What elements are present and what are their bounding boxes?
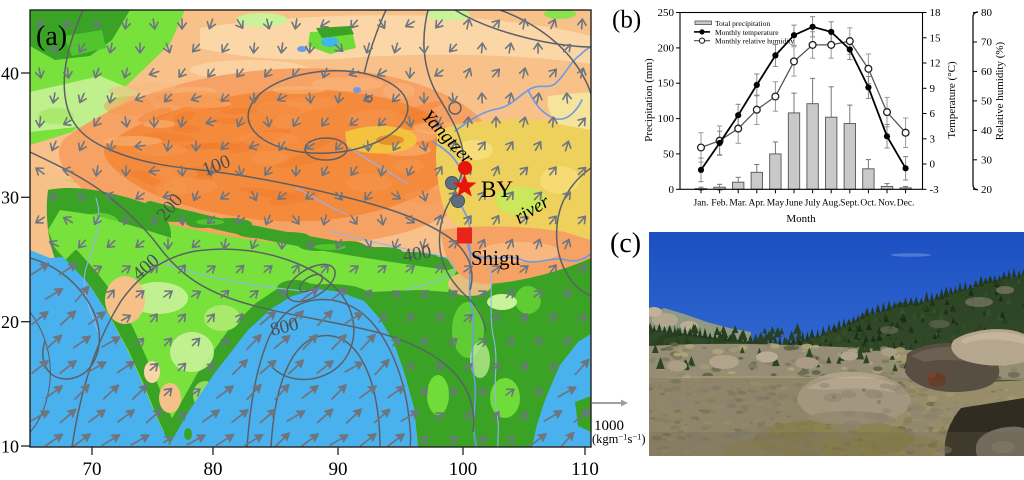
svg-text:110: 110 [571, 459, 599, 480]
svg-text:Precipitation (mm): Precipitation (mm) [643, 58, 655, 142]
svg-text:Aug.: Aug. [822, 198, 841, 208]
svg-text:100: 100 [658, 113, 675, 125]
svg-text:(a): (a) [36, 21, 67, 52]
svg-text:May: May [767, 198, 785, 208]
svg-text:20: 20 [981, 184, 993, 196]
svg-text:Nov.: Nov. [878, 198, 896, 208]
svg-text:50: 50 [663, 148, 675, 160]
svg-text:30: 30 [1, 188, 19, 208]
svg-text:Temperature (°C): Temperature (°C) [946, 61, 958, 139]
svg-text:150: 150 [658, 78, 675, 90]
svg-text:80: 80 [981, 7, 993, 19]
svg-text:200: 200 [658, 42, 675, 54]
svg-text:15: 15 [930, 32, 942, 44]
svg-text:70: 70 [83, 459, 102, 480]
svg-text:Monthly temperature: Monthly temperature [715, 28, 779, 37]
svg-text:Mar.: Mar. [729, 198, 747, 208]
svg-text:0: 0 [669, 184, 675, 196]
svg-text:12: 12 [930, 58, 941, 70]
svg-text:(kgm−1s−1): (kgm−1s−1) [592, 432, 646, 447]
svg-text:-3: -3 [930, 184, 940, 196]
svg-text:3: 3 [930, 133, 936, 145]
svg-text:70: 70 [981, 37, 993, 49]
svg-text:9: 9 [930, 83, 936, 95]
svg-text:BY: BY [481, 177, 513, 202]
svg-text:60: 60 [981, 66, 993, 78]
svg-text:18: 18 [930, 7, 942, 19]
svg-text:Apr.: Apr. [748, 198, 765, 208]
svg-text:Shigu: Shigu [471, 246, 521, 270]
svg-text:Relative humidity (%): Relative humidity (%) [994, 41, 1006, 140]
svg-text:July: July [805, 198, 821, 208]
svg-text:90: 90 [329, 459, 348, 480]
svg-text:Feb.: Feb. [711, 198, 728, 208]
svg-text:June: June [785, 198, 802, 208]
svg-text:50: 50 [981, 95, 993, 107]
svg-text:400: 400 [401, 241, 433, 267]
svg-text:Month: Month [786, 213, 816, 225]
svg-text:40: 40 [1, 63, 19, 83]
svg-text:1000: 1000 [594, 418, 624, 434]
svg-text:Jan.: Jan. [693, 198, 708, 208]
svg-text:80: 80 [204, 459, 223, 480]
svg-text:20: 20 [1, 312, 19, 332]
svg-text:30: 30 [981, 154, 993, 166]
svg-text:250: 250 [658, 7, 675, 19]
svg-text:Sept.: Sept. [840, 198, 859, 208]
svg-text:10: 10 [1, 436, 19, 456]
svg-text:(c): (c) [610, 228, 641, 259]
svg-text:(b): (b) [612, 7, 641, 34]
svg-text:Dec.: Dec. [897, 198, 915, 208]
svg-text:Monthly relative humidity: Monthly relative humidity [715, 37, 794, 46]
svg-text:0: 0 [930, 159, 936, 171]
svg-text:Total precipitation: Total precipitation [715, 19, 770, 28]
svg-text:6: 6 [930, 108, 936, 120]
svg-text:100: 100 [449, 459, 478, 480]
svg-text:40: 40 [981, 125, 993, 137]
svg-text:Oct.: Oct. [860, 198, 876, 208]
